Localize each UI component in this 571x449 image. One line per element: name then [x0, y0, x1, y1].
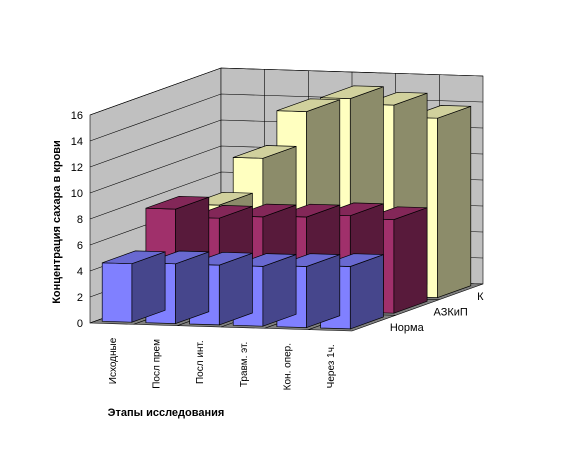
series-depth-labels: Норма АЗКиП К [390, 291, 484, 334]
y-tick-label: 0 [77, 318, 83, 330]
bar-side-face [437, 105, 472, 299]
bars-group [101, 85, 472, 330]
y-axis-title: Концентрация сахара в крови [51, 140, 63, 304]
bar-side-face [262, 254, 297, 327]
category-label: Через 1ч. [326, 344, 337, 388]
y-tick-labels: 0 2 4 6 8 10 12 14 16 [71, 110, 83, 330]
category-label: Травм. эт. [239, 342, 250, 387]
y-tick-label: 12 [71, 162, 83, 174]
y-tick-label: 2 [77, 292, 83, 304]
series-label: АЗКиП [434, 307, 468, 319]
bar-front-face [101, 262, 133, 323]
bar-top-face [320, 85, 384, 99]
x-axis-title: Этапы исследования [108, 407, 225, 419]
bar-top-face [276, 98, 340, 112]
bar-Норма-Исходные [101, 250, 166, 323]
category-label: Посл прем [152, 339, 163, 389]
y-tick-label: 6 [77, 240, 83, 252]
series-label: Норма [390, 322, 425, 334]
category-label: Кон. опер. [283, 343, 294, 390]
y-tick-label: 14 [71, 136, 83, 148]
series-label: К [477, 291, 484, 303]
bar-top-face [145, 195, 209, 210]
y-tick-label: 4 [77, 266, 83, 278]
bar-side-face [306, 254, 341, 329]
category-label: Исходные [108, 337, 119, 384]
y-tick-label: 16 [71, 110, 83, 122]
category-label: Посл инт. [195, 340, 206, 384]
category-labels: Исходные Посл прем Посл инт. Травм. эт. Кон.… [108, 337, 337, 390]
bar-top-face [233, 145, 297, 159]
bar-side-face [349, 254, 384, 330]
y-tick-label: 10 [71, 188, 83, 200]
bar-top-face [102, 250, 166, 265]
bar-side-face [218, 252, 253, 326]
y-tick-label: 8 [77, 214, 83, 226]
bar-side-face [175, 251, 210, 325]
bar-side-face [393, 207, 428, 314]
bar-side-face [131, 251, 166, 323]
